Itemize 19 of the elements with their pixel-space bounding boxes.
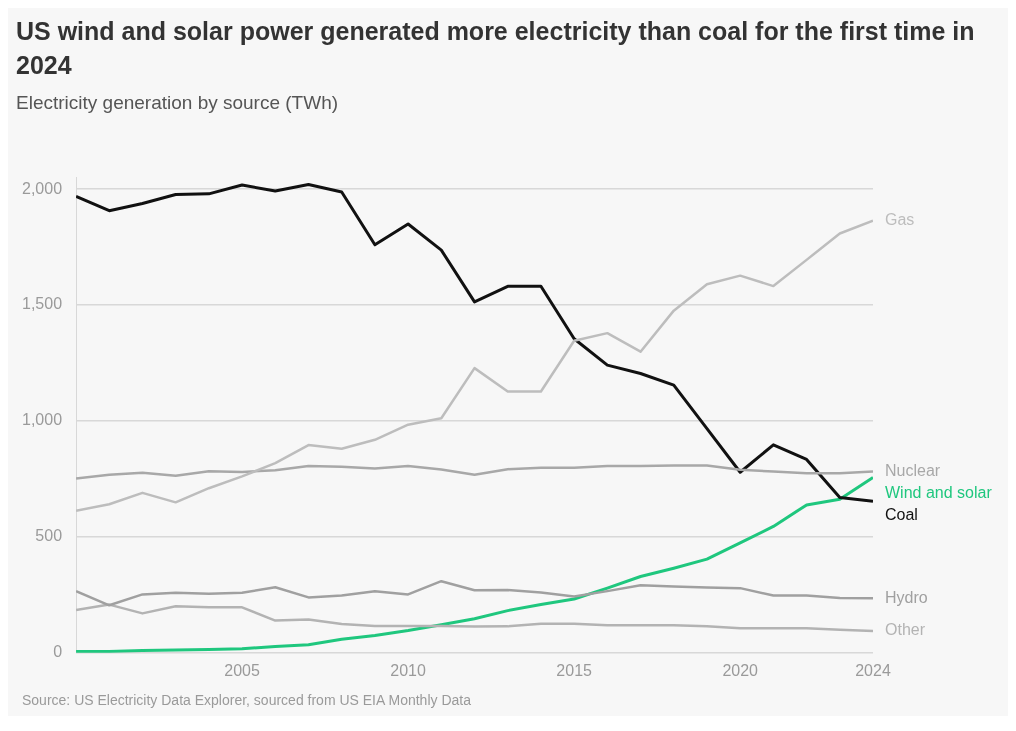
y-tick-label: 500 [35, 527, 63, 545]
x-tick-label: 2020 [722, 661, 759, 679]
y-tick-label: 1,500 [21, 295, 63, 313]
source-note: Source: US Electricity Data Explorer, sourced from US EIA Monthly Data [21, 692, 472, 708]
y-tick-label: 1,000 [21, 411, 63, 429]
chart-title: US wind and solar power generated more electricity than coal for the first time in 2024 [15, 16, 976, 81]
x-tick-label: 2024 [855, 661, 891, 679]
chart-subtitle: Electricity generation by source (TWh) [15, 92, 340, 114]
y-tick-label: 2,000 [21, 179, 63, 197]
x-tick-label: 2015 [556, 661, 593, 679]
series-label: Other [885, 621, 926, 639]
x-tick-label: 2005 [224, 661, 260, 679]
series-label: Coal [885, 505, 918, 523]
series-label: Nuclear [885, 461, 941, 479]
y-tick-label: 0 [53, 643, 63, 661]
series-label: Hydro [885, 588, 928, 606]
series-label: Gas [885, 211, 915, 229]
x-tick-label: 2010 [390, 661, 426, 679]
series-label: Wind and solar [885, 483, 993, 501]
